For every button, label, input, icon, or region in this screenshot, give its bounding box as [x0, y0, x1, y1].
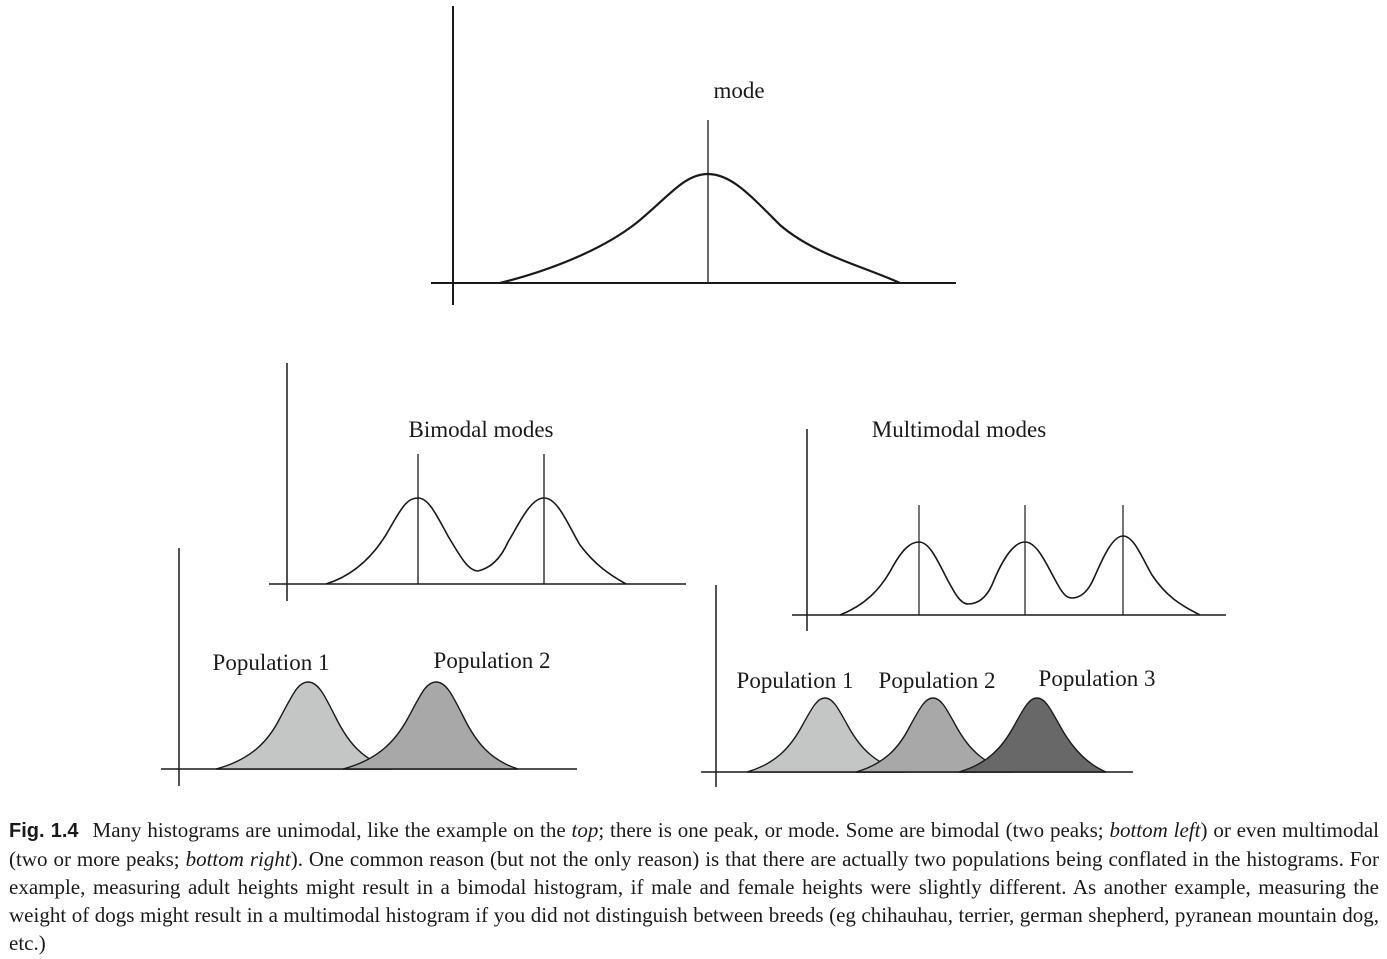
bimodal-population-2-area [342, 681, 519, 770]
multimodal-populations-panel: Population 1 Population 2 Population 3 [701, 585, 1155, 787]
bimodal-populations-panel: Population 1 Population 2 [161, 548, 577, 786]
multimodal-population-1-label: Population 1 [737, 668, 854, 693]
bimodal-label: Bimodal modes [408, 417, 553, 442]
caption-italic-run: top [571, 818, 599, 842]
caption-italic-run: bottom left [1109, 818, 1201, 842]
figure-number: Fig. 1.4 [9, 820, 79, 842]
multimodal-population-2-area [855, 697, 1013, 773]
multimodal-curve [839, 535, 1201, 616]
mode-label: mode [713, 78, 764, 103]
bimodal-population-1-label: Population 1 [213, 650, 330, 675]
multimodal-population-1-area [746, 697, 906, 773]
multimodal-label: Multimodal modes [872, 417, 1046, 442]
caption-text-run: ) or even multimodal (two or more peaks; [9, 818, 1379, 871]
bimodal-panel: Bimodal modes [269, 363, 686, 601]
multimodal-population-3-label: Population 3 [1039, 666, 1156, 691]
multimodal-panel: Multimodal modes [792, 417, 1226, 631]
figure-caption: Fig. 1.4 Many histograms are unimodal, li… [9, 816, 1379, 957]
unimodal-panel: mode [431, 6, 956, 305]
caption-italic-run: bottom right [185, 847, 291, 871]
caption-text-run: ). One common reason (but not the only r… [9, 847, 1379, 955]
bimodal-curve [325, 497, 627, 585]
multimodal-population-3-area [958, 697, 1107, 773]
caption-text-run: ; there is one peak, or mode. Some are b… [598, 818, 1110, 842]
multimodal-population-2-label: Population 2 [879, 668, 996, 693]
bimodal-population-2-label: Population 2 [434, 648, 551, 673]
caption-text-run: Many histograms are unimodal, like the e… [92, 818, 572, 842]
bimodal-population-1-area [215, 681, 393, 770]
unimodal-curve [499, 172, 901, 285]
caption-text: Many histograms are unimodal, like the e… [9, 818, 1379, 955]
histogram-modes-diagram: mode Bimodal modes Population 1 Populati… [161, 6, 1226, 787]
